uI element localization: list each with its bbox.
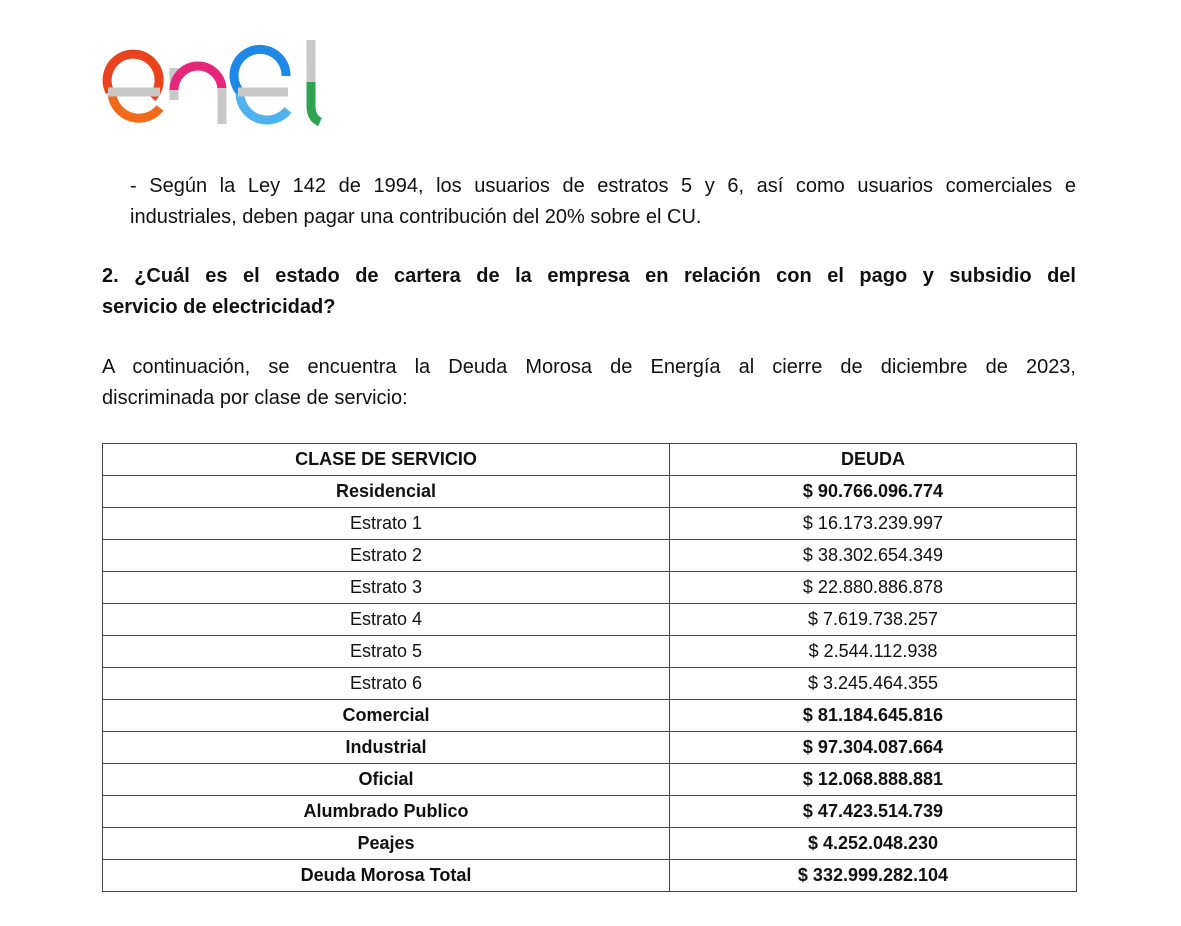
cell-deuda: $ 332.999.282.104 [669, 859, 1077, 892]
table-row: Estrato 5 $ 2.544.112.938 [102, 635, 1077, 668]
table-row: Alumbrado Publico $ 47.423.514.739 [102, 795, 1077, 828]
cell-deuda: $ 90.766.096.774 [669, 475, 1077, 508]
cell-deuda: $ 4.252.048.230 [669, 827, 1077, 860]
cell-clase: Oficial [102, 763, 670, 796]
cell-deuda: $ 2.544.112.938 [669, 635, 1077, 668]
table-header-row: CLASE DE SERVICIO DEUDA [102, 443, 1077, 476]
table-row: Estrato 3 $ 22.880.886.878 [102, 571, 1077, 604]
cell-clase: Peajes [102, 827, 670, 860]
header-deuda: DEUDA [669, 443, 1077, 476]
table-row: Comercial $ 81.184.645.816 [102, 699, 1077, 732]
header-clase: CLASE DE SERVICIO [102, 443, 670, 476]
table-row: Deuda Morosa Total $ 332.999.282.104 [102, 859, 1077, 892]
cell-clase: Estrato 4 [102, 603, 670, 636]
cell-deuda: $ 81.184.645.816 [669, 699, 1077, 732]
table-row: Estrato 6 $ 3.245.464.355 [102, 667, 1077, 700]
cell-deuda: $ 16.173.239.997 [669, 507, 1077, 540]
heading-line: 2. ¿Cuál es el estado de cartera de la e… [102, 265, 1076, 287]
enel-logo [102, 40, 323, 127]
bullet-paragraph: - Según la Ley 142 de 1994, los usuarios… [130, 171, 1076, 233]
cell-deuda: $ 38.302.654.349 [669, 539, 1077, 572]
cell-clase: Industrial [102, 731, 670, 764]
cell-clase: Alumbrado Publico [102, 795, 670, 828]
cell-deuda: $ 7.619.738.257 [669, 603, 1077, 636]
table-row: Industrial $ 97.304.087.664 [102, 731, 1077, 764]
cell-clase: Estrato 1 [102, 507, 670, 540]
cell-deuda: $ 12.068.888.881 [669, 763, 1077, 796]
table-row: Residencial $ 90.766.096.774 [102, 475, 1077, 508]
cell-clase: Estrato 2 [102, 539, 670, 572]
paragraph-line: discriminada por clase de servicio: [102, 387, 408, 409]
cell-clase: Estrato 3 [102, 571, 670, 604]
table-row: Estrato 2 $ 38.302.654.349 [102, 539, 1077, 572]
table-row: Estrato 4 $ 7.619.738.257 [102, 603, 1077, 636]
cell-deuda: $ 97.304.087.664 [669, 731, 1077, 764]
cell-deuda: $ 47.423.514.739 [669, 795, 1077, 828]
cell-clase: Estrato 5 [102, 635, 670, 668]
cell-deuda: $ 3.245.464.355 [669, 667, 1077, 700]
cell-deuda: $ 22.880.886.878 [669, 571, 1077, 604]
table-row: Estrato 1 $ 16.173.239.997 [102, 507, 1077, 540]
bullet-line: - Según la Ley 142 de 1994, los usuarios… [130, 175, 1076, 197]
intro-paragraph: A continuación, se encuentra la Deuda Mo… [102, 352, 1076, 414]
cell-clase: Comercial [102, 699, 670, 732]
section-heading: 2. ¿Cuál es el estado de cartera de la e… [102, 261, 1076, 323]
cell-clase: Estrato 6 [102, 667, 670, 700]
paragraph-line: A continuación, se encuentra la Deuda Mo… [102, 356, 1076, 378]
bullet-line: industriales, deben pagar una contribuci… [130, 206, 702, 228]
heading-line: servicio de electricidad? [102, 296, 336, 318]
debt-table: CLASE DE SERVICIO DEUDA Residencial $ 90.… [102, 443, 1077, 892]
table-row: Peajes $ 4.252.048.230 [102, 827, 1077, 860]
table-row: Oficial $ 12.068.888.881 [102, 763, 1077, 796]
cell-clase: Residencial [102, 475, 670, 508]
cell-clase: Deuda Morosa Total [102, 859, 670, 892]
